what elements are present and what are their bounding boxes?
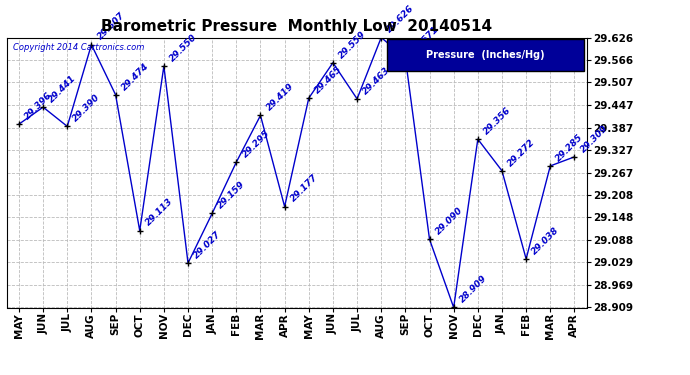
Text: 29.177: 29.177	[289, 173, 319, 204]
Text: 28.909: 28.909	[458, 274, 489, 305]
Text: 29.463: 29.463	[362, 65, 392, 96]
Text: 29.272: 29.272	[506, 137, 537, 168]
Text: 29.285: 29.285	[555, 132, 585, 163]
Text: Pressure  (Inches/Hg): Pressure (Inches/Hg)	[426, 50, 544, 60]
Text: 29.571: 29.571	[410, 25, 440, 56]
Text: 29.626: 29.626	[386, 4, 416, 35]
Text: 29.559: 29.559	[337, 29, 368, 60]
Text: 29.090: 29.090	[434, 206, 464, 237]
Text: 29.309: 29.309	[579, 123, 609, 154]
Text: 29.390: 29.390	[72, 93, 102, 124]
Text: 29.356: 29.356	[482, 105, 513, 136]
Text: 29.027: 29.027	[193, 230, 223, 260]
Text: 29.465: 29.465	[313, 64, 344, 95]
Text: 29.607: 29.607	[96, 11, 126, 42]
Text: 29.159: 29.159	[217, 180, 247, 211]
Text: 29.113: 29.113	[144, 197, 175, 228]
FancyBboxPatch shape	[386, 39, 584, 71]
Text: 29.038: 29.038	[531, 225, 561, 256]
Text: 29.550: 29.550	[168, 33, 199, 63]
Text: 29.295: 29.295	[241, 129, 271, 159]
Text: 29.396: 29.396	[23, 90, 54, 122]
Text: Copyright 2014 Cartronics.com: Copyright 2014 Cartronics.com	[12, 43, 144, 52]
Text: 29.474: 29.474	[120, 61, 150, 92]
Text: 29.419: 29.419	[265, 82, 295, 112]
Text: Barometric Pressure  Monthly Low  20140514: Barometric Pressure Monthly Low 20140514	[101, 19, 492, 34]
Text: 29.441: 29.441	[48, 74, 78, 104]
